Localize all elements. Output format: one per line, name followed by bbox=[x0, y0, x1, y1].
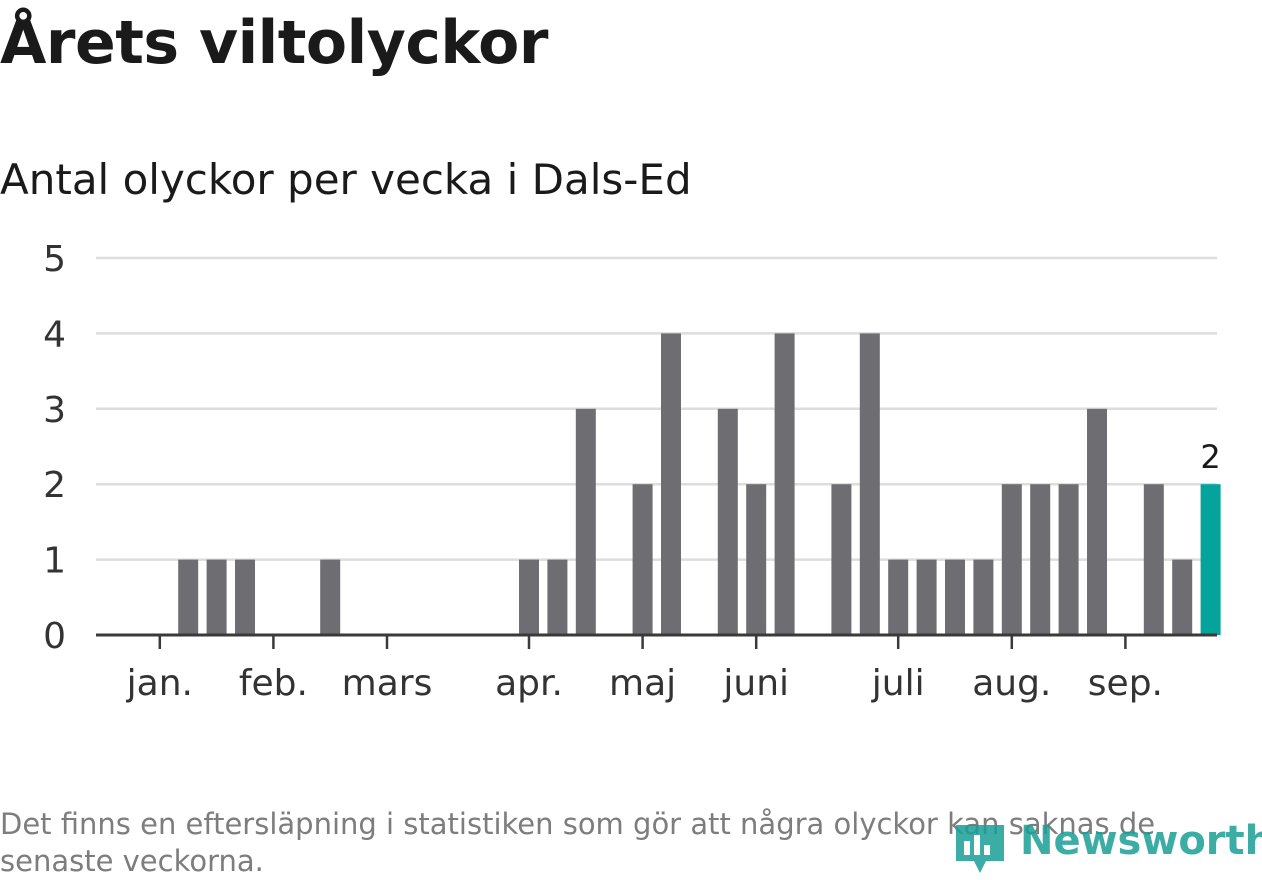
bar bbox=[1001, 484, 1022, 635]
y-tick-label: 1 bbox=[43, 541, 66, 582]
x-tick-label: feb. bbox=[239, 663, 308, 704]
bar bbox=[547, 559, 568, 635]
bar bbox=[945, 559, 965, 635]
y-tick-label: 2 bbox=[43, 465, 66, 506]
y-tick-label: 4 bbox=[43, 314, 66, 355]
x-tick-label: maj bbox=[609, 663, 676, 704]
bar bbox=[320, 559, 341, 635]
data-label: 2 bbox=[1200, 438, 1220, 476]
y-tick-label: 3 bbox=[43, 390, 66, 431]
bar bbox=[717, 408, 738, 635]
bar bbox=[916, 559, 937, 635]
x-tick-label: sep. bbox=[1088, 663, 1163, 704]
x-tick-label: jan. bbox=[126, 663, 193, 704]
bar bbox=[519, 559, 539, 635]
chart-title: Årets viltolyckor bbox=[0, 8, 549, 78]
y-tick-label: 5 bbox=[43, 239, 66, 280]
bar bbox=[831, 484, 852, 635]
bar bbox=[1172, 559, 1193, 635]
bar bbox=[888, 559, 909, 635]
bar bbox=[859, 333, 880, 635]
bar bbox=[746, 484, 767, 635]
bar bbox=[973, 559, 994, 635]
x-tick-label: mars bbox=[342, 663, 433, 704]
x-tick-label: apr. bbox=[495, 663, 563, 704]
axes: 0 1 2 3 4 5 2 jan. feb. mars apr. maj juni juli aug. se… bbox=[43, 239, 1221, 704]
bar bbox=[206, 559, 227, 635]
x-tick-label: juli bbox=[871, 663, 925, 704]
newsworthy-logo-icon bbox=[956, 825, 1004, 873]
bar bbox=[235, 559, 255, 635]
bar bbox=[774, 333, 795, 635]
bar bbox=[1087, 408, 1107, 635]
bar bbox=[632, 484, 653, 635]
bar bbox=[1058, 484, 1079, 635]
chart-subtitle: Antal olyckor per vecka i Dals-Ed bbox=[0, 155, 692, 204]
x-tick-label: juni bbox=[722, 663, 789, 704]
bar bbox=[1143, 484, 1164, 635]
bars bbox=[178, 333, 1221, 635]
gridlines bbox=[96, 256, 1217, 561]
bar bbox=[575, 408, 596, 635]
brand-name: Newsworthy bbox=[1020, 818, 1262, 864]
bar bbox=[178, 559, 199, 635]
x-tick-label: aug. bbox=[972, 663, 1051, 704]
bar bbox=[1030, 484, 1051, 635]
bar-highlight bbox=[1200, 484, 1221, 635]
y-tick-label: 0 bbox=[43, 616, 66, 657]
bar bbox=[661, 333, 681, 635]
